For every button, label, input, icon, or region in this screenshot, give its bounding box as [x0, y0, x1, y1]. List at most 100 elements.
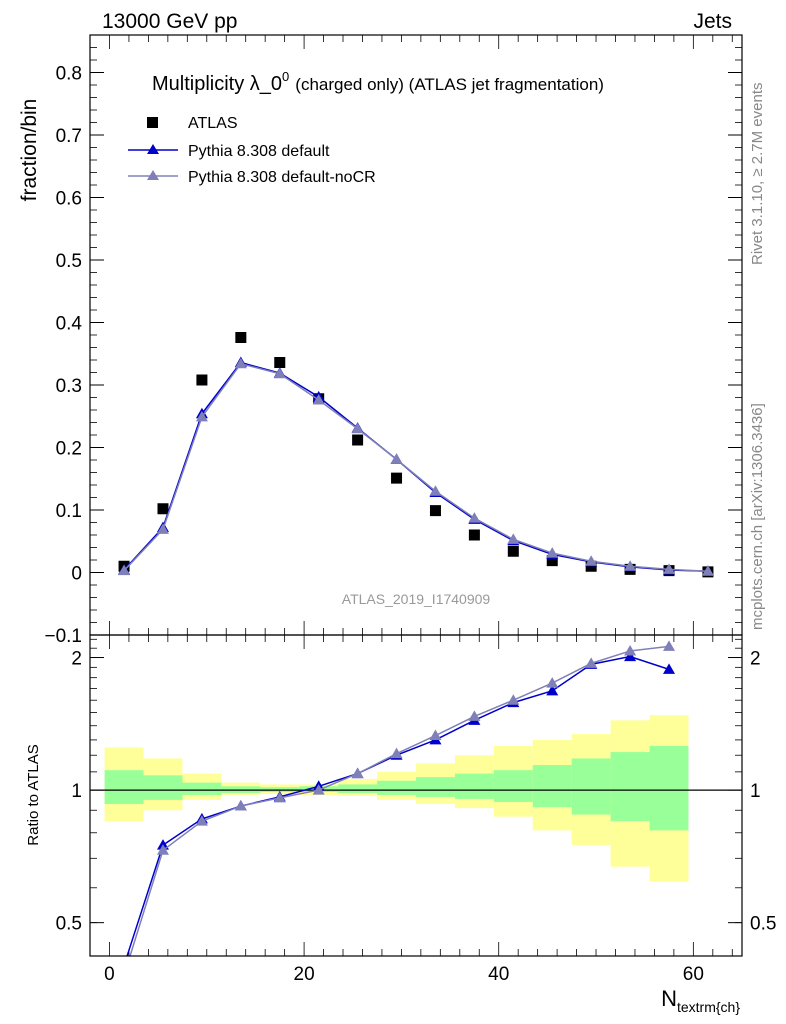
pythia-nocr-point	[663, 563, 676, 574]
ratio-stat-uncertainty-band	[532, 765, 572, 808]
ratio-nocr-point	[195, 815, 208, 826]
x-tick-label: 40	[488, 964, 509, 985]
ratio-y-tick-label-right: 0.5	[750, 914, 776, 935]
pythia-nocr-point	[234, 357, 247, 369]
atlas-data-point	[546, 555, 558, 567]
ratio-nocr-point	[507, 694, 520, 705]
pythia-nocr-line	[123, 362, 708, 572]
pythia-nocr-point	[585, 555, 598, 566]
ratio-y-tick-label: 1	[71, 781, 82, 802]
pythia-nocr-point	[351, 422, 364, 434]
ratio-stat-uncertainty-band	[182, 782, 222, 795]
pythia-nocr-point	[546, 547, 559, 558]
ratio-series-layer	[126, 640, 676, 956]
pythia-nocr-point	[390, 453, 403, 464]
x-axis-label-subscript: textrm{ch}	[677, 999, 740, 1015]
ratio-nocr-series	[129, 640, 676, 956]
pythia-nocr-point	[429, 485, 442, 496]
legend-label-nocr: Pythia 8.308 default-noCR	[188, 169, 376, 186]
atlas-data-point	[507, 545, 519, 557]
ratio-default-point	[546, 684, 559, 696]
ratio-nocr-point	[273, 791, 286, 803]
pythia-nocr-point	[312, 394, 325, 405]
ratio-stat-uncertainty-band	[143, 775, 183, 800]
atlas-data-point	[429, 505, 441, 517]
atlas-data-point	[391, 472, 403, 484]
main-y-tick-label: 0.6	[56, 189, 82, 210]
rivet-version-label: Rivet 3.1.10, ≥ 2.7M events	[749, 83, 766, 266]
x-tick-label: 60	[683, 964, 704, 985]
ratio-stat-uncertainty-band	[338, 784, 378, 793]
ratio-nocr-point	[156, 844, 169, 855]
main-y-tick-label: 0	[71, 564, 82, 585]
ratio-tick-layer: 0.5 0.51 12 20 20 40 60	[56, 635, 776, 985]
ratio-stat-uncertainty-band	[104, 770, 144, 804]
chart-title-main: Multiplicity λ_0	[152, 73, 282, 95]
legend: ATLAS Pythia 8.308 default Pythia 8.308 …	[128, 115, 376, 186]
ratio-stat-uncertainty-band	[454, 773, 494, 799]
ratio-nocr-point	[351, 767, 364, 779]
header-energy-label: 13000 GeV pp	[102, 10, 237, 33]
ratio-band-layer	[104, 715, 689, 882]
chart-title-suffix: (charged only) (ATLAS jet fragmentation)	[295, 75, 604, 94]
legend-marker-atlas	[147, 117, 158, 128]
ratio-default-point	[624, 650, 637, 662]
atlas-data-point	[196, 374, 208, 386]
main-tick-layer: −0.1 0 0.1 0.2 0.3 0.4 0.5 0.6 0.7 0.8	[44, 35, 742, 647]
ratio-stat-uncertainty-band	[377, 780, 416, 795]
ratio-nocr-point	[468, 710, 481, 721]
analysis-watermark: ATLAS_2019_I1740909	[342, 591, 491, 607]
main-y-tick-label: −0.1	[44, 626, 82, 647]
legend-label-atlas: ATLAS	[188, 115, 238, 132]
legend-marker-nocr	[147, 170, 159, 180]
pythia-nocr-point	[156, 523, 169, 534]
chart-title-superscript: 0	[282, 69, 289, 84]
main-y-tick-label: 0.5	[56, 251, 82, 272]
x-axis-label-main: N	[661, 986, 677, 1011]
pythia-nocr-point	[118, 564, 131, 576]
x-tick-label: 20	[294, 964, 315, 985]
main-y-tick-label: 0.3	[56, 376, 82, 397]
ratio-plot-panel: 0.5 0.51 12 20 20 40 60 Ratio to ATLAS Ntextrm…	[25, 634, 776, 1015]
main-y-tick-label: 0.4	[56, 314, 83, 335]
x-axis-label: Ntextrm{ch}	[661, 986, 740, 1015]
main-y-tick-label: 0.7	[56, 126, 82, 147]
ratio-nocr-point	[663, 640, 676, 651]
main-y-tick-label: 0.8	[56, 64, 82, 85]
x-tick-label: 0	[104, 964, 115, 985]
mcplots-label: mcplots.cern.ch [arXiv:1306.3436]	[749, 403, 766, 630]
ratio-y-axis-label: Ratio to ATLAS	[25, 744, 42, 845]
ratio-y-tick-label-right: 1	[750, 781, 761, 802]
header-process-label: Jets	[693, 10, 732, 33]
pythia-nocr-point	[273, 367, 286, 379]
ratio-y-tick-label-right: 2	[750, 649, 761, 670]
main-plot-panel: −0.1 0 0.1 0.2 0.3 0.4 0.5 0.6 0.7 0.8 fraction/b…	[18, 34, 743, 647]
pythia-nocr-point	[701, 565, 714, 576]
main-y-axis-label: fraction/bin	[18, 99, 41, 202]
chart-title: Multiplicity λ_00 (charged only) (ATLAS j…	[152, 69, 604, 95]
pythia-default-line	[123, 361, 708, 572]
pythia-nocr-point	[507, 533, 520, 544]
ratio-nocr-point	[624, 644, 637, 656]
legend-label-default: Pythia 8.308 default	[188, 143, 330, 160]
legend-marker-default	[147, 144, 159, 154]
main-y-tick-label: 0.2	[56, 439, 82, 460]
ratio-stat-uncertainty-band	[571, 758, 611, 815]
ratio-nocr-point	[390, 747, 403, 759]
main-y-tick-label: 0.1	[56, 501, 82, 522]
atlas-data-point	[352, 434, 364, 446]
atlas-data-point	[274, 357, 286, 368]
atlas-data-point	[468, 529, 480, 541]
ratio-nocr-point	[429, 729, 442, 741]
pythia-nocr-point	[195, 410, 208, 422]
ratio-stat-uncertainty-band	[610, 752, 650, 822]
ratio-nocr-point	[546, 677, 559, 688]
ratio-y-tick-label: 2	[71, 649, 82, 670]
pythia-nocr-point	[624, 560, 637, 571]
ratio-default-point	[663, 663, 676, 674]
ratio-nocr-point	[234, 800, 247, 811]
ratio-nocr-point	[585, 657, 598, 668]
atlas-data-point	[235, 332, 247, 343]
ratio-plot-frame	[89, 634, 743, 957]
